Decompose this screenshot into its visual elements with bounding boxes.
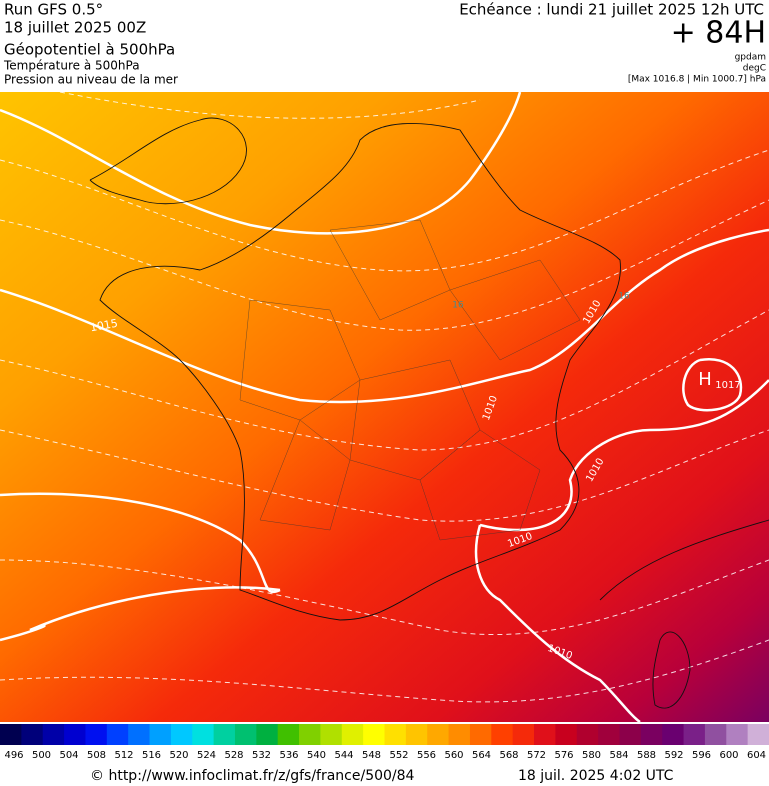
legend-swatch [448,724,471,745]
lead-time: + 84H [671,16,766,51]
legend-label: 516 [142,750,161,761]
legend-swatch [384,724,407,745]
legend-swatch [619,724,642,745]
legend-swatch [170,724,193,745]
isobar-label: 1015 [89,317,119,335]
legend-swatch [213,724,236,745]
legend-swatch [277,724,300,745]
header: Run GFS 0.5° 18 juillet 2025 00Z Géopote… [3,1,766,87]
source: © http://www.infoclimat.fr/z/gfs/france/… [90,768,415,784]
legend-swatch [256,724,279,745]
legend-swatch [42,724,65,745]
legend-swatch [85,724,108,745]
legend-label: 568 [499,750,518,761]
isobar-label: 16 [452,301,464,311]
date: 18 juil. 2025 4:02 UTC [518,768,674,784]
isotherms [0,91,769,703]
legend-swatch [341,724,364,745]
legend-label: 540 [307,750,326,761]
legend-label: 596 [692,750,711,761]
legend-label: 592 [664,750,683,761]
legend-label: 496 [4,750,23,761]
legend-swatch [576,724,599,745]
legend-label: 580 [582,750,601,761]
legend-label: 536 [279,750,298,761]
unit: gpdam [735,53,766,63]
legend-swatch [149,724,172,745]
legend-swatch [512,724,535,745]
field: Géopotentiel à 500hPa [4,41,175,59]
legend-label: 508 [87,750,106,761]
field: Pression au niveau de la mer [4,73,178,87]
legend-label: 532 [252,750,271,761]
legend-label: 584 [609,750,628,761]
legend-label: 524 [197,750,216,761]
legend-label: 548 [362,750,381,761]
coastlines [89,117,769,709]
legend-label: 576 [554,750,573,761]
legend-label: 552 [389,750,408,761]
isobar-label: 16 [618,292,630,302]
pressure-range: [Max 1016.8 | Min 1000.7] hPa [628,75,766,85]
legend-label: 564 [472,750,491,761]
unit: degC [743,64,766,74]
legend-swatch [363,724,385,745]
legend-swatch [747,724,769,745]
legend-label: 600 [719,750,738,761]
legend-swatch [128,724,151,745]
legend-label: 572 [527,750,546,761]
forecast: Echéance : lundi 21 juillet 2025 12h UTC [459,1,764,19]
isobars [0,91,769,724]
legend-label: 604 [747,750,766,761]
isobar-label: 1017 [715,380,740,391]
legend-swatch [64,724,86,745]
legend-swatch [726,724,749,745]
model: Run GFS 0.5° [4,1,103,19]
legend-swatch [21,724,44,745]
map-field [0,92,769,722]
legend-label: 512 [114,750,133,761]
legend-swatch [106,724,129,745]
legend-swatch [555,724,578,745]
field: Température à 500hPa [3,59,140,73]
legend-label: 560 [444,750,463,761]
legend-swatch [299,724,321,745]
legend-swatch [598,724,620,745]
legend-swatch [320,724,343,745]
legend-label: 528 [224,750,243,761]
legend-label: 500 [32,750,51,761]
legend-swatch [683,724,706,745]
run: 18 juillet 2025 00Z [4,19,146,37]
legend-swatch [405,724,428,745]
legend-swatch [491,724,514,745]
color-legend: 496 500 504 508 512 516 520 524 528 532 536 540 544 5… [0,724,769,761]
legend-swatch [427,724,450,745]
legend-label: 588 [637,750,656,761]
legend-label: 556 [417,750,436,761]
legend-swatch [0,724,22,745]
legend-label: 544 [334,750,353,761]
legend-label: 504 [59,750,78,761]
legend-swatch [534,724,556,745]
legend-swatch [662,724,685,745]
legend-swatch [640,724,663,745]
legend-swatch [192,724,215,745]
legend-label: 520 [169,750,188,761]
legend-swatch [234,724,257,745]
legend-swatch [469,724,492,745]
legend-swatch [704,724,727,745]
isobar-label: H [698,369,712,390]
regions [239,219,581,541]
